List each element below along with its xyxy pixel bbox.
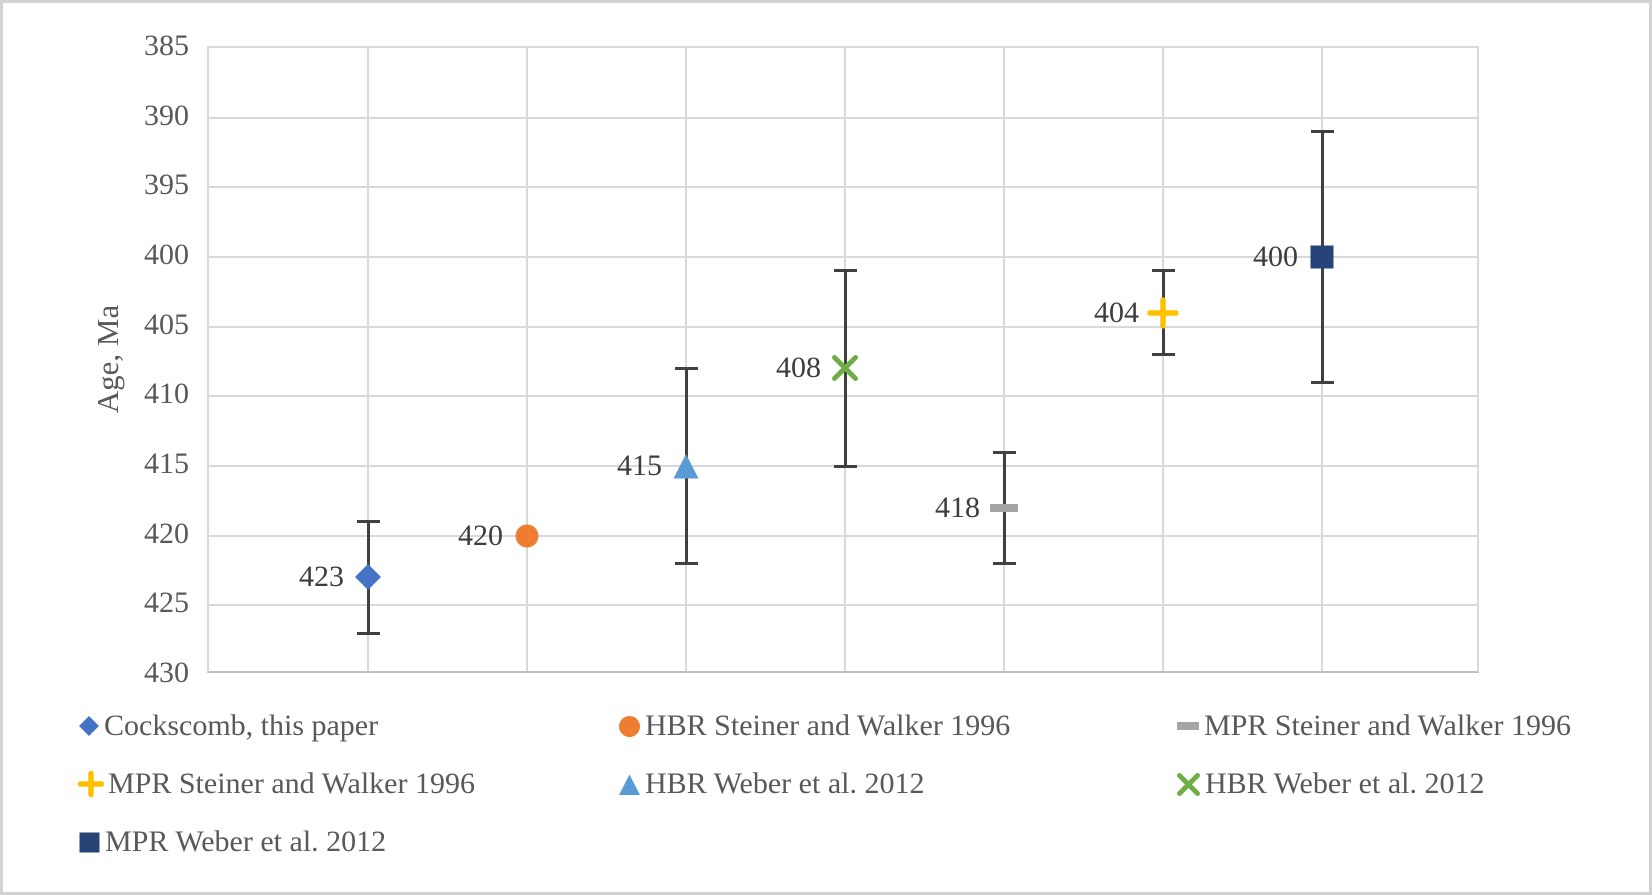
square-legend-icon	[78, 831, 101, 854]
square-marker-icon	[1309, 244, 1335, 270]
legend-item-label: MPR Steiner and Walker 1996	[108, 767, 475, 800]
v-gridline	[1003, 48, 1005, 671]
y-tick-label: 425	[144, 586, 189, 620]
legend-item-label: HBR Weber et al. 2012	[645, 767, 925, 800]
dash-marker-icon	[989, 493, 1019, 523]
error-bar-cap	[1151, 269, 1175, 273]
legend-item-label: HBR Weber et al. 2012	[1205, 767, 1485, 800]
diamond-legend-icon	[78, 715, 100, 737]
y-tick-label: 410	[144, 377, 189, 411]
data-point-label: 408	[776, 351, 821, 385]
y-tick-label: 390	[144, 98, 189, 132]
error-bar-cap	[992, 450, 1016, 454]
dash-legend-icon	[1176, 714, 1200, 738]
data-point-label: 418	[935, 490, 980, 524]
h-gridline	[209, 604, 1477, 607]
error-bar-cap	[992, 562, 1016, 566]
error-bar-cap	[674, 366, 698, 370]
v-gridline	[367, 48, 369, 671]
error-bar-cap	[833, 464, 857, 468]
y-tick-label: 385	[144, 29, 189, 62]
y-tick-label: 395	[144, 168, 189, 202]
legend: Cockscomb, this paper HBR Steiner and Wal…	[78, 706, 1638, 862]
data-point-label: 415	[617, 449, 662, 482]
error-bar-cap	[1151, 353, 1175, 357]
plus-marker-icon	[1147, 297, 1179, 329]
triangle-marker-icon	[673, 453, 700, 480]
legend-item: HBR Weber et al. 2012	[618, 764, 1176, 804]
h-gridline	[209, 116, 1477, 119]
h-gridline	[209, 395, 1477, 398]
triangle-legend-icon	[618, 773, 641, 796]
y-tick-label: 420	[144, 516, 189, 550]
x-legend-icon	[1176, 772, 1201, 797]
legend-item-label: MPR Weber et al. 2012	[105, 825, 387, 858]
error-bar-cap	[1310, 380, 1334, 384]
legend-item: MPR Weber et al. 2012	[78, 822, 618, 862]
diamond-marker-icon	[354, 563, 382, 591]
h-gridline	[209, 325, 1477, 328]
v-gridline	[1162, 48, 1164, 671]
data-point-label: 400	[1253, 240, 1298, 273]
error-bar-cap	[674, 562, 698, 566]
legend-item-label: HBR Steiner and Walker 1996	[645, 709, 1011, 742]
plot-area: 423 420 415 408 418 404 400	[207, 46, 1479, 673]
data-point-label: 404	[1094, 295, 1139, 329]
y-tick-label: 430	[144, 656, 189, 689]
x-marker-icon	[831, 354, 859, 382]
legend-item: Cockscomb, this paper	[78, 706, 618, 746]
legend-item-label: MPR Steiner and Walker 1996	[1204, 709, 1571, 742]
h-gridline	[209, 256, 1477, 258]
legend-item-label: Cockscomb, this paper	[104, 709, 379, 742]
error-bar-cap	[356, 520, 380, 524]
v-gridline	[526, 48, 528, 671]
error-bar-cap	[356, 631, 380, 635]
plus-legend-icon	[78, 771, 104, 797]
y-tick-label: 415	[144, 447, 189, 480]
error-bar-cap	[833, 269, 857, 273]
data-point-label: 423	[299, 560, 344, 594]
legend-item: MPR Steiner and Walker 1996	[1176, 706, 1638, 746]
v-gridline	[685, 48, 687, 671]
legend-item: MPR Steiner and Walker 1996	[78, 764, 618, 804]
data-point-label: 420	[458, 518, 503, 552]
circle-marker-icon	[515, 523, 540, 548]
legend-item: HBR Steiner and Walker 1996	[618, 706, 1176, 746]
y-tick-label: 400	[144, 238, 189, 271]
y-tick-label: 405	[144, 307, 189, 341]
circle-legend-icon	[618, 715, 641, 738]
legend-item: HBR Weber et al. 2012	[1176, 764, 1638, 804]
h-gridline	[209, 186, 1477, 189]
error-bar-cap	[1310, 130, 1334, 134]
h-gridline	[209, 534, 1477, 537]
